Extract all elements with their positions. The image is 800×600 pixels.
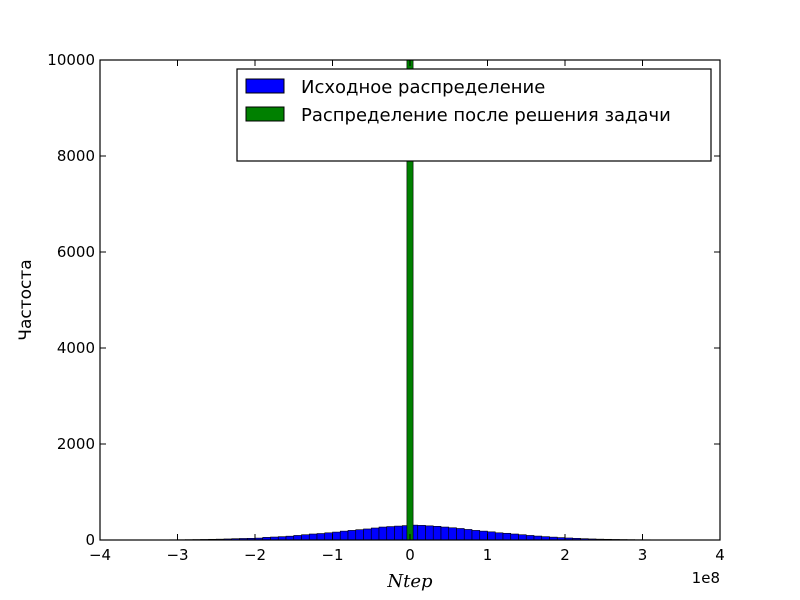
histogram-bar-0-23 xyxy=(301,534,310,541)
x-tick-label: −1 xyxy=(321,546,343,564)
legend-swatch-original xyxy=(245,78,285,94)
x-axis-label: Ntep xyxy=(386,571,433,592)
histogram-bar-0-24 xyxy=(308,533,318,541)
histogram-bar-0-33 xyxy=(378,526,388,541)
ticks-layer xyxy=(99,59,721,541)
histogram-bar-0-35 xyxy=(394,525,403,541)
histogram-bar-0-29 xyxy=(347,530,357,541)
x-tick-label: 2 xyxy=(560,546,570,564)
y-tick-label: 6000 xyxy=(57,243,95,261)
histogram-bar-0-47 xyxy=(487,531,496,541)
y-tick-label: 2000 xyxy=(57,435,95,453)
y-tick-label: 10000 xyxy=(47,51,95,69)
legend-label-original: Исходное распределение xyxy=(301,77,545,98)
y-axis-label: Частоста xyxy=(16,259,36,340)
histogram-bar-0-32 xyxy=(370,527,380,541)
histogram-bar-0-40 xyxy=(432,526,442,541)
histogram-bar-0-51 xyxy=(518,534,527,541)
x-tick-label: −3 xyxy=(166,546,188,564)
x-tick-label: 4 xyxy=(715,546,725,564)
histogram-bar-0-41 xyxy=(440,526,450,541)
histogram-bar-0-48 xyxy=(494,532,504,541)
histogram-bar-0-38 xyxy=(417,525,426,541)
x-tick-label: 3 xyxy=(638,546,648,564)
y-tick-label: 4000 xyxy=(57,339,95,357)
x-axis-offset-text: 1e8 xyxy=(692,569,720,587)
histogram-bar-0-22 xyxy=(293,535,302,541)
histogram-bar-0-25 xyxy=(316,533,326,541)
histogram-bar-0-34 xyxy=(386,526,395,541)
histogram-bar-0-42 xyxy=(448,527,457,541)
histogram-bar-0-39 xyxy=(425,525,434,541)
y-tick-label: 0 xyxy=(85,531,95,549)
x-tick-labels: −4 −3 −2 −1 0 1 2 3 4 xyxy=(89,546,725,564)
histogram-bar-0-46 xyxy=(479,530,488,541)
histogram-bar-0-30 xyxy=(355,529,364,541)
x-tick-label: 0 xyxy=(405,546,415,564)
legend-swatch-after xyxy=(245,106,285,122)
y-tick-label: 8000 xyxy=(57,147,95,165)
legend: Исходное распределение Распределение пос… xyxy=(236,68,712,162)
histogram-bar-0-28 xyxy=(339,530,349,541)
legend-box xyxy=(236,68,712,162)
x-tick-label: −2 xyxy=(244,546,266,564)
legend-label-after: Распределение после решения задачи xyxy=(301,105,671,126)
histogram-bar-0-49 xyxy=(502,532,512,541)
histogram-bar-0-43 xyxy=(456,528,465,541)
histogram-bar-0-27 xyxy=(332,531,341,541)
histogram-bar-0-50 xyxy=(510,533,519,541)
histogram-bar-0-44 xyxy=(463,529,473,541)
x-tick-label: −4 xyxy=(89,546,111,564)
histogram-bar-0-45 xyxy=(471,530,481,541)
histogram-bar-0-52 xyxy=(525,535,535,541)
x-tick-label: 1 xyxy=(483,546,493,564)
y-tick-labels: 0 2000 4000 6000 8000 10000 xyxy=(47,51,95,549)
histogram-bar-0-31 xyxy=(363,528,372,541)
histogram-bar-0-26 xyxy=(324,532,333,541)
